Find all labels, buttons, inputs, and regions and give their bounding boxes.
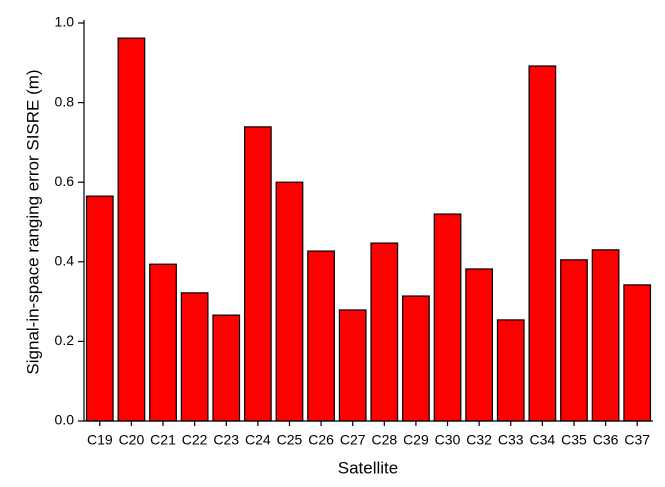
bar [402, 295, 430, 422]
bar [560, 259, 588, 422]
x-tick-label: C34 [530, 432, 556, 448]
bar [307, 250, 335, 422]
x-tick-label: C30 [435, 432, 461, 448]
y-tick-label: 0.6 [55, 173, 75, 189]
bar [243, 126, 272, 422]
x-tick-label: C27 [340, 432, 366, 448]
x-tick-label: C25 [277, 432, 303, 448]
bar [275, 181, 304, 422]
bar [496, 319, 525, 422]
x-tick-label: C35 [561, 432, 587, 448]
bar [465, 268, 494, 422]
bar [370, 242, 399, 422]
x-tick-label: C26 [308, 432, 334, 448]
bar [591, 249, 620, 422]
x-tick-label: C22 [182, 432, 208, 448]
bar [117, 37, 146, 422]
x-tick-label: C20 [119, 432, 145, 448]
bar [85, 195, 114, 422]
x-tick-label: C28 [371, 432, 397, 448]
x-tick-label: C29 [403, 432, 429, 448]
bar [528, 65, 557, 422]
x-tick-label: C19 [87, 432, 113, 448]
bar [149, 263, 177, 422]
x-tick-label: C33 [498, 432, 524, 448]
bar [180, 292, 209, 422]
x-tick-label: C24 [245, 432, 271, 448]
bar [623, 284, 652, 422]
x-tick-label: C21 [150, 432, 176, 448]
y-tick-label: 0.8 [55, 93, 75, 109]
y-tick-label: 0.2 [55, 332, 75, 348]
y-tick-label: 0.4 [55, 253, 75, 269]
bar [338, 309, 367, 422]
x-tick-label: C36 [593, 432, 619, 448]
bar [433, 213, 462, 422]
y-tick-label: 1.0 [55, 14, 75, 30]
x-tick-label: C23 [213, 432, 239, 448]
x-axis-label: Satellite [338, 458, 398, 477]
x-tick-label: C32 [466, 432, 492, 448]
x-tick-label: C37 [624, 432, 650, 448]
bar [212, 314, 241, 422]
y-axis-label: Signal-in-space ranging error SISRE (m) [23, 69, 42, 374]
y-tick-label: 0.0 [55, 412, 75, 428]
